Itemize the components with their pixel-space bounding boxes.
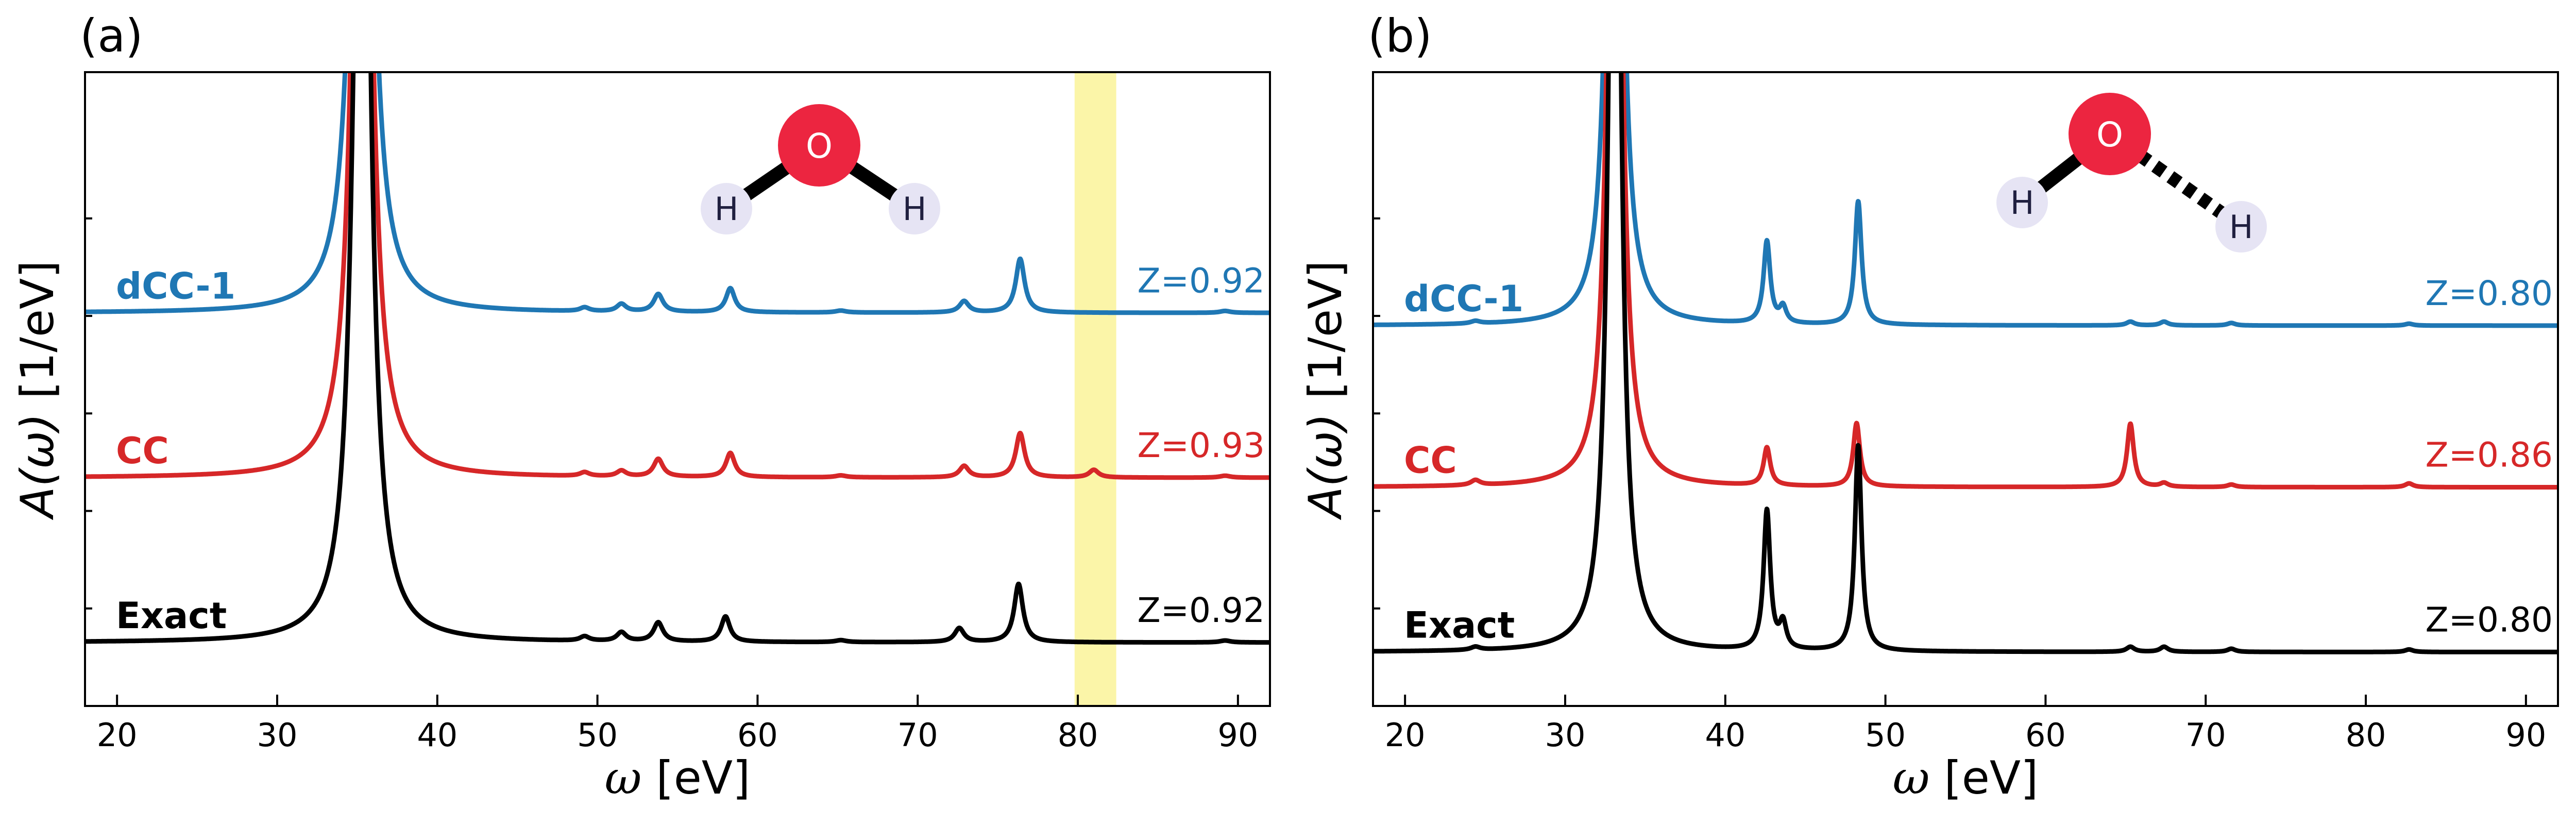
x-tick-label: 20: [1385, 716, 1426, 754]
x-tick-label: 50: [577, 716, 618, 754]
series-line-exact: [85, 72, 1270, 645]
z-label-cc: Z=0.86: [2426, 435, 2553, 475]
panel-b: 20 30 40 50 60 70 80 90 ω [eV] A(ω) [1/eV] (b) dCC-…: [1299, 9, 2559, 804]
x-tick-label: 60: [737, 716, 778, 754]
x-tick-label: 30: [1545, 716, 1586, 754]
x-tick-label: 50: [1865, 716, 1906, 754]
series-line-cc: [1373, 72, 2558, 490]
y-axis-symbol: A(ω): [11, 399, 64, 520]
z-label-cc: Z=0.93: [1138, 426, 1265, 465]
y-axis-symbol: A(ω): [1299, 399, 1352, 520]
series-line-cc: [85, 72, 1270, 480]
z-label-exact: Z=0.92: [1138, 591, 1265, 630]
hydrogen-atom-left: [1996, 177, 2048, 228]
y-axis-unit: [1/eV]: [11, 260, 64, 399]
x-tick-label: 60: [2025, 716, 2066, 754]
x-tick-label: 80: [2346, 716, 2386, 754]
panel-label: (b): [1368, 9, 1432, 62]
hydrogen-atom-left: [701, 183, 752, 234]
x-axis-unit: [eV]: [1944, 751, 2038, 804]
x-axis-symbol: ω: [1893, 751, 1944, 804]
series-label-cc: CC: [1404, 440, 1457, 482]
z-label-dcc-1: Z=0.92: [1138, 261, 1265, 300]
axes-frame: [1372, 71, 2559, 707]
molecule-diagram: H H O: [1996, 93, 2267, 252]
hydrogen-atom-right: [889, 183, 940, 234]
x-tick-label: 80: [1058, 716, 1098, 754]
x-tick-label: 40: [1705, 716, 1745, 754]
plot-area: [1373, 72, 2558, 654]
x-axis-label: ω [eV]: [1893, 751, 2039, 804]
series-label-cc: CC: [116, 430, 169, 472]
axes-frame: [84, 71, 1271, 707]
series-label-exact: Exact: [116, 595, 227, 637]
series-label-dcc-1: dCC-1: [1404, 278, 1523, 320]
x-tick-label: 20: [97, 716, 138, 754]
hydrogen-label-left: H: [2010, 184, 2035, 222]
x-axis-label: ω [eV]: [605, 751, 751, 804]
x-axis-symbol: ω: [605, 751, 656, 804]
series-line-dcc-1: [85, 72, 1270, 315]
plot-area: [85, 72, 1270, 645]
x-tick-label: 40: [417, 716, 457, 754]
x-tick-label: 90: [2505, 716, 2546, 754]
molecule-diagram: H H O: [701, 104, 940, 234]
series-label-exact: Exact: [1404, 604, 1515, 646]
series-line-dcc-1: [1373, 72, 2558, 328]
oxygen-label: O: [806, 126, 833, 166]
x-tick-label: 90: [1217, 716, 1258, 754]
oxygen-label: O: [2096, 115, 2123, 155]
series-line-exact: [1373, 72, 2558, 654]
y-axis-label: A(ω) [1/eV]: [1299, 260, 1352, 520]
x-tick-label: 30: [257, 716, 298, 754]
x-tick-label: 70: [897, 716, 938, 754]
y-axis-label: A(ω) [1/eV]: [11, 260, 64, 520]
series-label-dcc-1: dCC-1: [116, 265, 235, 307]
z-label-dcc-1: Z=0.80: [2426, 274, 2553, 313]
oxygen-atom: [2069, 93, 2151, 175]
panel-label: (a): [80, 9, 143, 62]
highlight-band: [1074, 72, 1116, 706]
oxygen-atom: [778, 104, 860, 187]
x-axis-unit: [eV]: [656, 751, 750, 804]
z-label-exact: Z=0.80: [2426, 600, 2553, 639]
hydrogen-label-right: H: [903, 190, 927, 228]
panel-a: 20 30 40 50 60 70 80 90 ω [eV] A(ω) [1/eV] (a) dCC-…: [11, 9, 1271, 804]
hydrogen-label-right: H: [2229, 208, 2253, 246]
y-axis-unit: [1/eV]: [1299, 260, 1352, 399]
hydrogen-atom-right: [2215, 201, 2267, 252]
hydrogen-label-left: H: [715, 190, 739, 228]
x-tick-label: 70: [2185, 716, 2226, 754]
